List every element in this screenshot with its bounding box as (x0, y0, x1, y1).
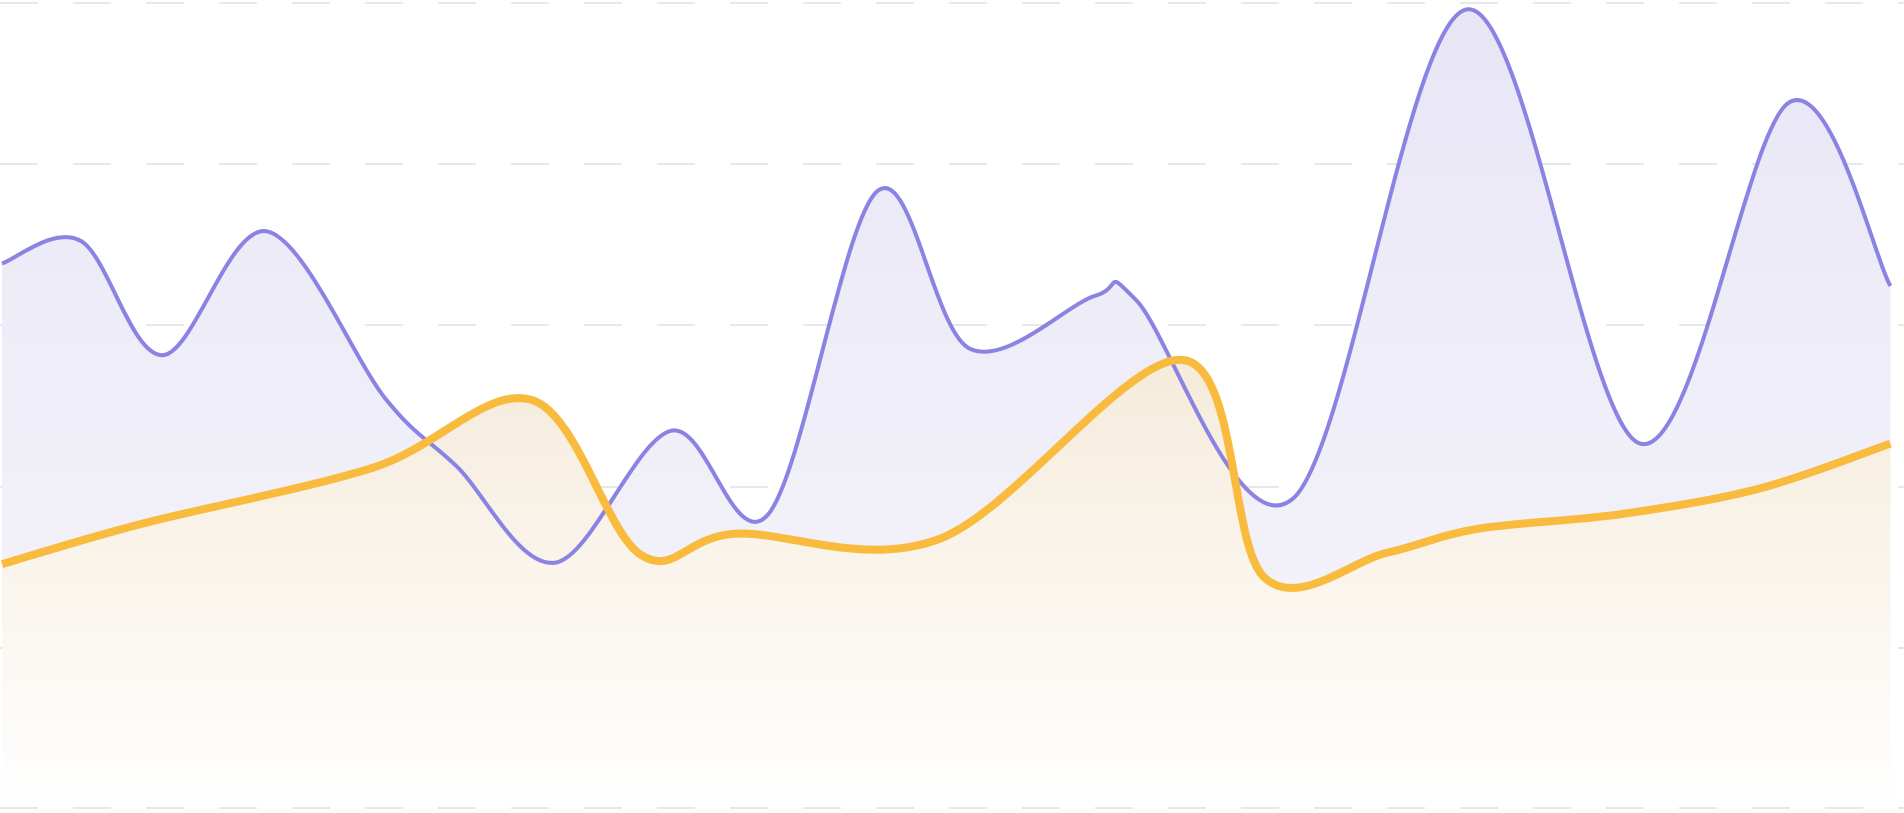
series-2-area (2, 359, 1891, 807)
series-1-line (1, 7, 1893, 565)
series-lines (0, 7, 1893, 592)
area-fills (2, 9, 1891, 808)
series-2-line (0, 355, 1892, 592)
